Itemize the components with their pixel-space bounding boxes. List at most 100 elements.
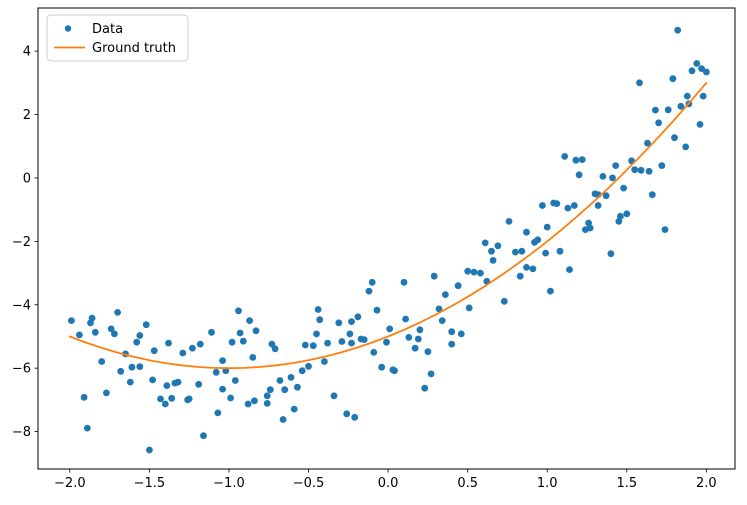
data-point [133, 338, 141, 346]
data-point [165, 339, 172, 347]
data-point [174, 378, 182, 386]
data-point [674, 26, 682, 34]
data-point [301, 341, 309, 349]
data-point [126, 378, 134, 386]
data-point [227, 394, 235, 402]
x-tick-label: 2.0 [696, 476, 717, 491]
data-point [136, 363, 144, 370]
data-point [189, 344, 196, 352]
data-point [442, 291, 449, 298]
y-tick-label: −2 [12, 235, 31, 250]
x-tick-label: 0.5 [457, 476, 478, 491]
data-point [582, 226, 589, 234]
data-point [648, 191, 656, 199]
data-point [246, 317, 254, 324]
data-point [111, 330, 118, 338]
data-point [683, 92, 691, 100]
data-point [534, 236, 542, 244]
legend-box [46, 14, 189, 62]
data-point [128, 363, 136, 371]
data-point [91, 328, 99, 336]
data-point [103, 389, 110, 397]
data-point [664, 106, 672, 114]
data-point [465, 304, 473, 312]
data-point [314, 306, 322, 313]
data-point [435, 305, 443, 313]
data-point [518, 247, 526, 255]
data-point [564, 204, 572, 212]
data-point [599, 173, 607, 180]
data-point [602, 192, 610, 200]
data-point [219, 357, 227, 364]
data-point [703, 68, 710, 76]
data-point [279, 416, 287, 423]
data-point [448, 328, 456, 336]
data-point [615, 218, 623, 225]
data-point [696, 121, 704, 128]
data-point [208, 328, 215, 336]
data-point [671, 134, 678, 142]
data-point [196, 340, 204, 348]
data-point [348, 318, 355, 325]
data-point [313, 330, 320, 338]
data-point [414, 335, 422, 343]
data-point [620, 184, 627, 192]
data-point [146, 446, 153, 454]
data-point [195, 380, 203, 388]
data-point [290, 405, 298, 413]
data-point [594, 202, 602, 209]
x-tick-label: −0.5 [293, 476, 325, 491]
data-point [200, 432, 207, 440]
ground-truth-curve [68, 81, 708, 370]
y-tick-label: −8 [12, 425, 31, 440]
data-point [142, 321, 150, 329]
data-point [658, 162, 666, 170]
curve-series [68, 81, 708, 370]
data-point [249, 354, 257, 361]
data-point [617, 212, 624, 220]
data-point [368, 278, 376, 286]
data-point [424, 348, 432, 356]
data-point [68, 317, 75, 324]
data-point [386, 325, 394, 333]
data-point [343, 410, 351, 418]
data-point [669, 75, 677, 83]
data-point [454, 282, 462, 290]
x-tick-label: −2.0 [54, 476, 86, 491]
data-point [330, 392, 338, 400]
data-point [76, 331, 83, 339]
data-point [561, 153, 569, 160]
data-point [566, 266, 573, 273]
data-point [136, 332, 144, 339]
data-point [305, 362, 312, 370]
data-point [578, 156, 586, 164]
data-point [324, 339, 331, 347]
y-tick-label: −4 [12, 298, 31, 313]
data-point [470, 268, 478, 276]
data-point [556, 247, 564, 255]
data-point [266, 386, 274, 394]
data-point [416, 326, 424, 334]
data-point [219, 385, 227, 393]
legend-ground-truth-label: Ground truth [92, 41, 176, 56]
data-point [607, 250, 615, 258]
x-tick-label: 0.0 [378, 476, 399, 491]
data-point [464, 267, 472, 275]
data-point [400, 278, 408, 286]
data-point [652, 106, 659, 114]
data-point [98, 358, 106, 365]
axes: −2.0 −1.5 −1.0 −0.5 0.0 0.5 1.0 1.5 2.0 4 2 0 −2 −4 −6… [12, 7, 736, 491]
data-point [539, 202, 546, 209]
axes-frame [37, 7, 736, 470]
data-point [682, 143, 690, 151]
data-point [421, 384, 429, 392]
data-point [523, 228, 530, 236]
data-point [287, 374, 295, 381]
y-tick-label: 0 [23, 171, 31, 186]
data-point [354, 313, 362, 321]
data-point [161, 400, 169, 408]
x-tick-label: −1.0 [213, 476, 245, 491]
data-point [335, 319, 343, 327]
data-point [448, 340, 456, 348]
